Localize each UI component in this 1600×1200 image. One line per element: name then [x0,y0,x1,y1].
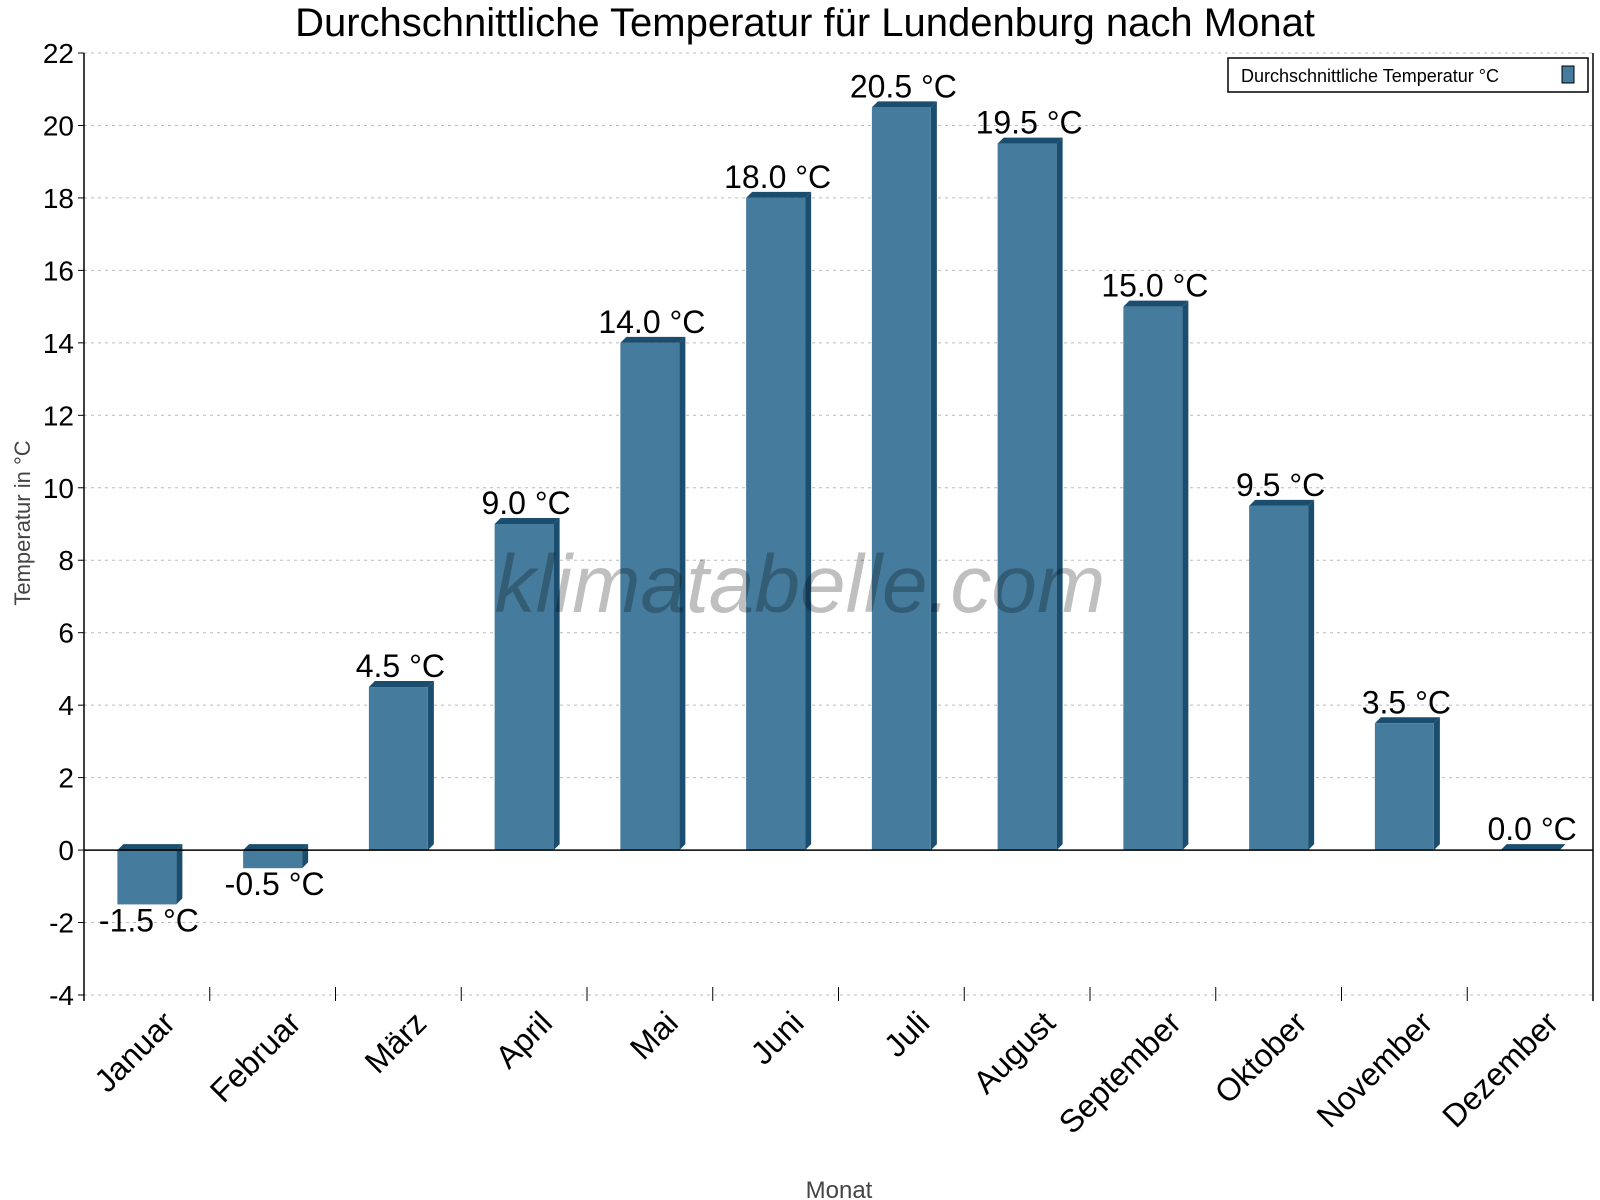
bar [1123,306,1183,851]
data-label: 18.0 °C [724,159,831,195]
bar-oktober: 9.5 °C [1236,467,1325,851]
bar-top-face [620,336,686,343]
bar [243,850,303,869]
data-label: 0.0 °C [1487,811,1576,847]
x-tick-label: November [1309,1004,1439,1134]
legend-box [1227,57,1589,93]
bars: -1.5 °C -0.5 °C 4.5 °C 9.0 °C 14.0 °C 18.0 °C… [99,68,1577,938]
data-label: 4.5 °C [356,648,445,684]
bar-side-face [176,844,183,905]
bar-september: 15.0 °C [1101,268,1208,851]
bar-top-face [871,101,937,108]
x-tick-label: August [966,1004,1062,1100]
bar [746,197,806,851]
y-tick-label: 14 [43,328,74,359]
bar-side-face [1433,717,1440,851]
data-label: 9.5 °C [1236,467,1325,503]
data-label: -0.5 °C [225,866,325,902]
bar [494,524,554,851]
bar-juli: 20.5 °C [850,68,957,851]
bar-side-face [805,191,812,851]
bar-januar: -1.5 °C [99,844,199,938]
y-tick-label: 22 [43,38,74,69]
bar-top-face [117,844,183,851]
bar-side-face [553,518,560,851]
bar-november: 3.5 °C [1362,684,1451,851]
x-tick-label: Januar [87,1004,182,1099]
bar [997,143,1057,851]
y-tick-label: -4 [49,980,74,1011]
x-tick-label: Februar [203,1004,308,1109]
y-tick-label: 12 [43,400,74,431]
legend-swatch [1561,65,1575,84]
bar [368,687,428,851]
bar-april: 9.0 °C [481,485,571,851]
bar-side-face [1056,137,1063,851]
bar-august: 19.5 °C [976,105,1083,851]
y-tick-label: 6 [58,618,74,649]
x-tick-label: Juni [744,1004,811,1071]
bar [871,107,931,851]
bar-top-face [1500,844,1566,851]
data-label: 3.5 °C [1362,684,1451,720]
x-tick-label: März [358,1004,434,1080]
bar-dezember: 0.0 °C [1487,811,1577,851]
bar [620,342,680,851]
x-tick-label: April [488,1004,559,1075]
bar-top-face [243,844,309,851]
watermark: klimatabelle.com [495,539,1106,630]
data-label: 9.0 °C [481,485,570,521]
bar [117,850,177,905]
y-tick-label: 16 [43,255,74,286]
bar [1374,723,1434,851]
data-label: 14.0 °C [598,304,705,340]
bar [1249,505,1309,851]
bar-side-face [679,336,686,851]
x-tick-label: September [1052,1004,1188,1140]
y-tick-label: 2 [58,763,74,794]
y-tick-label: -2 [49,908,74,939]
bar-juni: 18.0 °C [724,159,831,851]
x-tick-label: Mai [623,1004,685,1066]
bar-side-face [427,681,434,851]
bar-top-face [494,518,560,524]
data-label: -1.5 °C [99,902,199,938]
legend-label: Durchschnittliche Temperatur °C [1241,66,1499,86]
x-tick-label: Juli [877,1004,936,1063]
bar-mai: 14.0 °C [598,304,705,851]
legend: Durchschnittliche Temperatur °C [1227,57,1589,93]
y-tick-label: 8 [58,545,74,576]
bar-side-face [1308,499,1315,851]
y-tick-label: 10 [43,473,74,504]
bar-top-face [746,191,812,198]
grid [84,52,1593,996]
bar-side-face [930,101,937,851]
x-tick-label: Dezember [1435,1004,1565,1134]
x-tick-label: Oktober [1208,1004,1314,1110]
bar-februar: -0.5 °C [225,844,325,902]
bar-top-face [997,137,1063,144]
bar-top-face [1123,300,1189,307]
bar-top-face [368,681,434,688]
bar-top-face [1249,499,1315,506]
y-axis-label: Temperatur in °C [10,440,35,605]
y-tick-label: 4 [58,690,74,721]
y-tick-label: 20 [43,110,74,141]
bar-side-face [1182,300,1189,851]
chart-title: Durchschnittliche Temperatur für Lundenb… [295,1,1315,45]
x-axis-label: Monat [806,1177,873,1200]
data-label: 15.0 °C [1101,268,1208,304]
data-label: 20.5 °C [850,68,957,104]
data-label: 19.5 °C [976,105,1083,141]
y-tick-label: 18 [43,183,74,214]
y-tick-label: 0 [58,835,74,866]
bar-top-face [1374,717,1440,724]
bar-märz: 4.5 °C [356,648,445,851]
